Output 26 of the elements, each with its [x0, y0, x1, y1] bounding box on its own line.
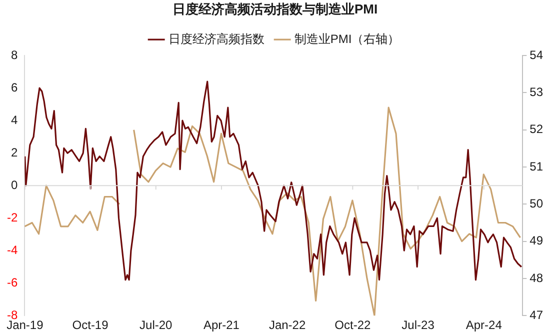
x-tick-label: Jul-20 — [140, 318, 173, 332]
y2-tick-label: 51 — [530, 159, 544, 174]
y2-tick-label: 49 — [530, 234, 544, 248]
y-tick-label: -6 — [7, 275, 18, 290]
x-tick-label: Jan-22 — [268, 318, 306, 332]
x-tick-label: Oct-19 — [72, 318, 109, 332]
y2-tick-label: 47 — [530, 308, 544, 322]
legend-label: 制造业PMI（右轴） — [294, 32, 400, 46]
x-tick-label: Apr-21 — [203, 318, 240, 332]
y2-tick-label: 48 — [530, 270, 544, 285]
y2-tick-label: 53 — [530, 85, 544, 100]
y-tick-label: 4 — [10, 112, 18, 127]
x-tick-label: Oct-22 — [334, 318, 371, 332]
y-tick-label: 8 — [10, 48, 18, 62]
y2-tick-label: 52 — [530, 122, 544, 136]
legend-label: 日度经济高频指数 — [168, 32, 264, 46]
y2-tick-label: 50 — [530, 196, 544, 210]
y-tick-label: 6 — [10, 80, 18, 94]
x-tick-label: Jul-23 — [402, 318, 435, 332]
chart-title: 日度经济高频活动指数与制造业PMI — [172, 1, 378, 16]
y2-tick-label: 54 — [530, 48, 544, 62]
y-tick-label: 2 — [10, 145, 18, 160]
y-tick-label: 0 — [10, 178, 18, 192]
y-tick-label: -2 — [7, 210, 18, 224]
y-tick-label: -4 — [7, 242, 18, 257]
x-tick-label: Apr-24 — [466, 318, 502, 332]
